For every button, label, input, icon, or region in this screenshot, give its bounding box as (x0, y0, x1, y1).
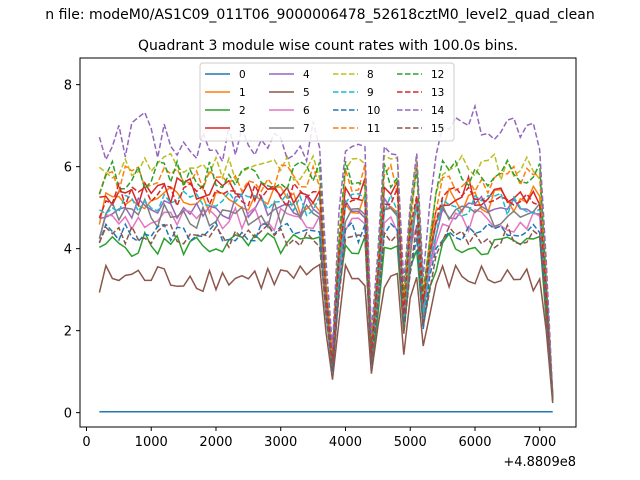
y-tick-label: 4 (64, 243, 72, 258)
x-tick-label: 1000 (135, 435, 168, 450)
x-offset-label: +4.8809e8 (503, 455, 576, 470)
legend-label-13: 13 (431, 87, 444, 99)
x-axis: 0 1000 2000 3000 4000 5000 6000 7000 (82, 427, 556, 450)
legend-label-10: 10 (367, 105, 380, 117)
series-lines (98, 103, 554, 413)
legend-label-1: 1 (239, 87, 246, 99)
chart-suptitle: n file: modeM0/AS1C09_011T06_9000006478_… (45, 7, 594, 23)
legend-label-6: 6 (303, 105, 310, 117)
series-line-14 (98, 103, 554, 395)
legend-label-15: 15 (431, 123, 444, 135)
legend-label-3: 3 (239, 123, 246, 135)
legend-label-7: 7 (303, 123, 310, 135)
x-tick-label: 7000 (523, 435, 556, 450)
legend-label-11: 11 (367, 123, 380, 135)
y-axis: 0 2 4 6 8 (64, 79, 80, 422)
chart-title: Quadrant 3 module wise count rates with … (138, 38, 518, 54)
x-tick-label: 3000 (264, 435, 297, 450)
y-tick-label: 8 (64, 79, 72, 94)
x-tick-label: 6000 (458, 435, 491, 450)
legend-label-2: 2 (239, 105, 246, 117)
series-line-5 (98, 262, 554, 404)
x-tick-label: 5000 (394, 435, 427, 450)
legend-label-5: 5 (303, 87, 310, 99)
y-tick-label: 0 (64, 407, 72, 422)
legend-label-14: 14 (431, 105, 445, 117)
legend-label-9: 9 (367, 87, 374, 99)
legend-box (199, 62, 455, 142)
series-line-15 (98, 222, 554, 400)
plot-frame (79, 57, 577, 428)
x-tick-label: 0 (82, 435, 90, 450)
y-tick-label: 6 (64, 161, 72, 176)
y-tick-label: 2 (64, 325, 72, 340)
legend-label-4: 4 (303, 69, 310, 81)
legend-label-12: 12 (431, 69, 444, 81)
series-line-13 (98, 181, 554, 397)
legend-label-8: 8 (367, 69, 374, 81)
x-tick-label: 4000 (329, 435, 362, 450)
x-tick-label: 2000 (199, 435, 232, 450)
legend-label-0: 0 (239, 69, 246, 81)
